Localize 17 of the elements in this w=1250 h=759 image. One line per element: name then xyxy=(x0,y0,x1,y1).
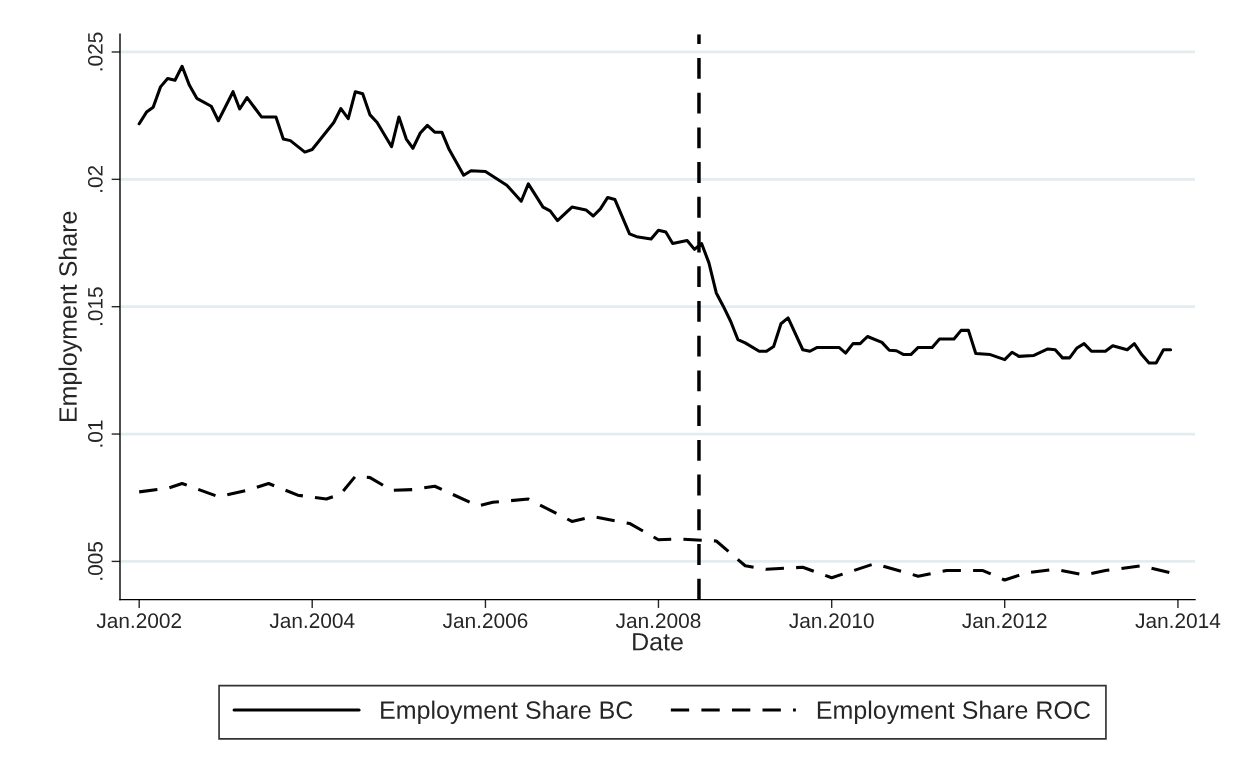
y-tick-label: .005 xyxy=(87,542,103,580)
y-tick-label: .025 xyxy=(87,32,103,71)
y-tick-label: .02 xyxy=(87,165,103,192)
y-axis-title: Employment Share xyxy=(58,211,82,422)
legend-label: Employment Share ROC xyxy=(817,700,1090,724)
y-tick-label: .01 xyxy=(87,420,103,447)
x-tick-label: Jan.2010 xyxy=(789,613,874,629)
x-tick-label: Jan.2008 xyxy=(615,613,701,629)
x-tick-label: Jan.2014 xyxy=(1135,613,1221,629)
line-series xyxy=(137,474,1173,582)
x-axis-title: Date xyxy=(633,633,683,651)
x-tick-label: Jan.2004 xyxy=(269,613,355,629)
x-tick-label: Jan.2002 xyxy=(96,613,182,629)
x-tick-label: Jan.2006 xyxy=(442,613,528,629)
y-tick-label: .015 xyxy=(87,287,103,326)
x-tick-label: Jan.2012 xyxy=(962,613,1047,629)
legend-label: Employment Share BC xyxy=(381,700,633,724)
